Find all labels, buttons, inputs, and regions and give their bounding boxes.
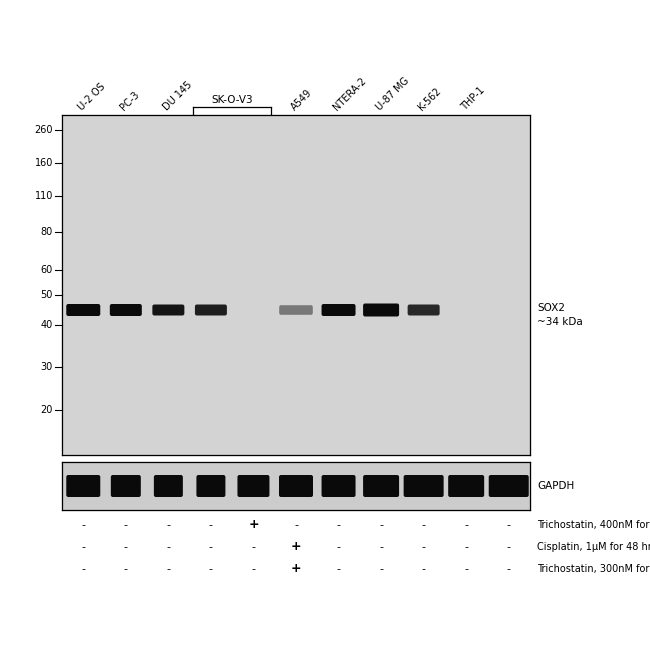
Text: -: - (166, 542, 170, 552)
Text: NTERA-2: NTERA-2 (332, 75, 369, 112)
FancyBboxPatch shape (489, 475, 528, 497)
Text: +: + (291, 540, 302, 553)
Text: +: + (291, 562, 302, 575)
Text: GAPDH: GAPDH (537, 481, 574, 491)
Text: Cisplatin, 1μM for 48 hr: Cisplatin, 1μM for 48 hr (537, 542, 650, 552)
FancyBboxPatch shape (322, 475, 356, 497)
Text: -: - (81, 542, 85, 552)
Text: U-87 MG: U-87 MG (374, 75, 411, 112)
Text: -: - (422, 542, 426, 552)
FancyBboxPatch shape (280, 305, 313, 315)
FancyBboxPatch shape (66, 304, 100, 316)
Text: -: - (464, 520, 468, 530)
Text: -: - (166, 520, 170, 530)
Text: PC-3: PC-3 (119, 89, 142, 112)
Text: -: - (337, 520, 341, 530)
Text: -: - (124, 542, 128, 552)
FancyBboxPatch shape (404, 475, 444, 497)
FancyBboxPatch shape (110, 304, 142, 316)
FancyBboxPatch shape (363, 303, 399, 316)
FancyBboxPatch shape (152, 305, 185, 316)
Text: -: - (124, 564, 128, 574)
FancyBboxPatch shape (111, 475, 141, 497)
Text: -: - (337, 542, 341, 552)
Text: -: - (337, 564, 341, 574)
FancyBboxPatch shape (279, 475, 313, 497)
Text: -: - (464, 564, 468, 574)
FancyBboxPatch shape (66, 475, 100, 497)
Text: Trichostatin, 300nM for 48 hr: Trichostatin, 300nM for 48 hr (537, 564, 650, 574)
Text: -: - (294, 520, 298, 530)
Text: THP-1: THP-1 (459, 85, 486, 112)
Text: -: - (379, 542, 383, 552)
Text: DU 145: DU 145 (161, 79, 194, 112)
Text: -: - (464, 542, 468, 552)
Text: -: - (81, 564, 85, 574)
Text: -: - (166, 564, 170, 574)
Text: 60: 60 (41, 265, 53, 275)
FancyBboxPatch shape (448, 475, 484, 497)
Text: -: - (209, 542, 213, 552)
Text: -: - (124, 520, 128, 530)
Text: Trichostatin, 400nM for 24 hr: Trichostatin, 400nM for 24 hr (537, 520, 650, 530)
Text: 260: 260 (34, 125, 53, 135)
Text: -: - (379, 520, 383, 530)
FancyBboxPatch shape (322, 304, 356, 316)
Text: -: - (507, 564, 511, 574)
Text: 30: 30 (41, 362, 53, 372)
Text: K-562: K-562 (417, 85, 443, 112)
Text: 40: 40 (41, 320, 53, 330)
Text: A549: A549 (289, 87, 314, 112)
FancyBboxPatch shape (237, 475, 270, 497)
Bar (62, 115, 530, 455)
Text: U-2 OS: U-2 OS (76, 81, 107, 112)
Text: -: - (507, 542, 511, 552)
Text: +: + (248, 518, 259, 531)
FancyBboxPatch shape (154, 475, 183, 497)
Text: -: - (209, 564, 213, 574)
Text: 160: 160 (34, 158, 53, 168)
Text: -: - (422, 520, 426, 530)
Text: 50: 50 (40, 290, 53, 300)
FancyBboxPatch shape (195, 305, 227, 316)
Text: SOX2
~34 kDa: SOX2 ~34 kDa (537, 303, 583, 327)
Text: 110: 110 (34, 191, 53, 201)
Text: 80: 80 (41, 227, 53, 237)
Text: -: - (252, 542, 255, 552)
Text: 20: 20 (40, 405, 53, 415)
Text: -: - (422, 564, 426, 574)
FancyBboxPatch shape (196, 475, 226, 497)
Text: -: - (252, 564, 255, 574)
Text: -: - (507, 520, 511, 530)
Bar (62, 462, 530, 510)
Text: -: - (209, 520, 213, 530)
FancyBboxPatch shape (363, 475, 399, 497)
Text: SK-O-V3: SK-O-V3 (211, 95, 253, 105)
FancyBboxPatch shape (408, 305, 439, 316)
Text: -: - (81, 520, 85, 530)
Text: -: - (379, 564, 383, 574)
